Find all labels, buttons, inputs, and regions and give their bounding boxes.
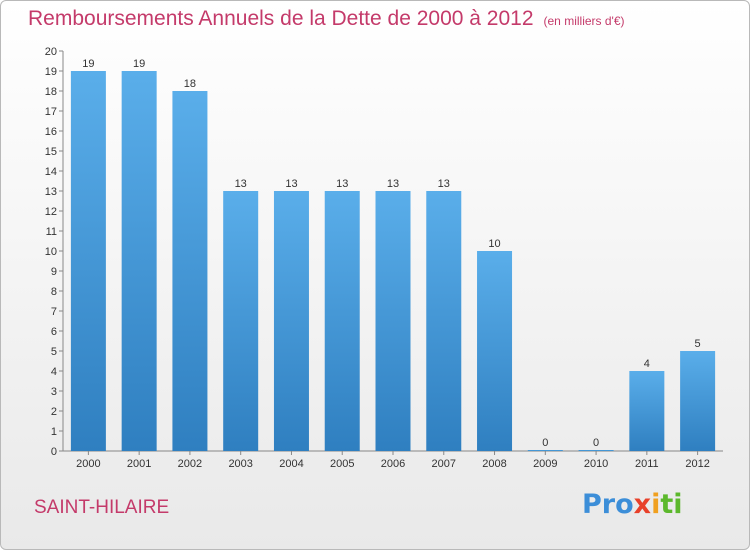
bar [121,71,157,451]
x-tick-label: 2001 [127,458,151,470]
bar [578,450,614,451]
x-tick-label: 2012 [685,458,709,470]
data-label: 19 [82,58,94,70]
y-tick-label: 4 [51,366,57,378]
y-tick-label: 5 [51,346,57,358]
y-tick-label: 8 [51,286,57,298]
data-label: 18 [184,78,196,90]
bar [273,191,309,451]
bar [477,251,513,451]
data-label: 5 [695,338,701,350]
y-tick-label: 16 [45,126,57,138]
chart-title: Remboursements Annuels de la Dette de 20… [28,7,625,31]
y-tick-label: 2 [51,406,57,418]
y-tick-label: 10 [45,246,57,258]
bar [680,351,716,451]
data-label: 0 [593,437,599,449]
y-tick-label: 1 [51,426,57,438]
city-name: SAINT-HILAIRE [34,497,170,518]
logo-part: i [651,489,661,520]
y-tick-label: 14 [45,166,57,178]
x-tick-label: 2011 [635,458,659,470]
x-tick-label: 2009 [533,458,557,470]
y-tick-label: 0 [51,446,57,458]
y-tick-label: 20 [45,46,57,58]
x-tick-label: 2000 [76,458,100,470]
y-tick-label: 7 [51,306,57,318]
y-tick-label: 6 [51,326,57,338]
bar [70,71,106,451]
y-tick-label: 17 [45,106,57,118]
proxiti-logo[interactable]: Proxiti [582,489,683,520]
x-tick-label: 2010 [584,458,608,470]
bar [375,191,411,451]
x-tick-label: 2003 [228,458,252,470]
logo-part: Pro [582,489,634,520]
y-tick-label: 11 [46,226,57,238]
x-tick-label: 2002 [178,458,202,470]
bar [172,91,208,451]
bar [629,371,665,451]
data-label: 13 [438,178,450,190]
data-label: 13 [285,178,297,190]
bar [223,191,259,451]
data-label: 0 [542,437,548,449]
data-label: 13 [336,178,348,190]
chart-subtitle: (en milliers d'€) [543,14,625,28]
x-tick-label: 2005 [330,458,354,470]
x-tick-label: 2006 [381,458,405,470]
x-tick-label: 2007 [432,458,456,470]
chart-title-text: Remboursements Annuels de la Dette de 20… [28,7,534,30]
data-label: 4 [644,358,650,370]
bar [324,191,360,451]
x-tick-label: 2004 [279,458,303,470]
y-tick-label: 15 [45,146,57,158]
logo-part: ti [660,489,683,520]
y-tick-label: 3 [51,386,57,398]
y-tick-label: 13 [45,186,57,198]
bar [527,450,563,451]
y-tick-label: 18 [45,86,57,98]
data-label: 13 [235,178,247,190]
y-tick-label: 9 [51,266,57,278]
y-tick-label: 12 [45,206,57,218]
x-tick-label: 2008 [482,458,506,470]
data-label: 10 [488,238,500,250]
y-tick-label: 19 [45,66,57,78]
bar [426,191,462,451]
logo-part: x [633,489,652,520]
data-label: 13 [387,178,399,190]
data-label: 19 [133,58,145,70]
